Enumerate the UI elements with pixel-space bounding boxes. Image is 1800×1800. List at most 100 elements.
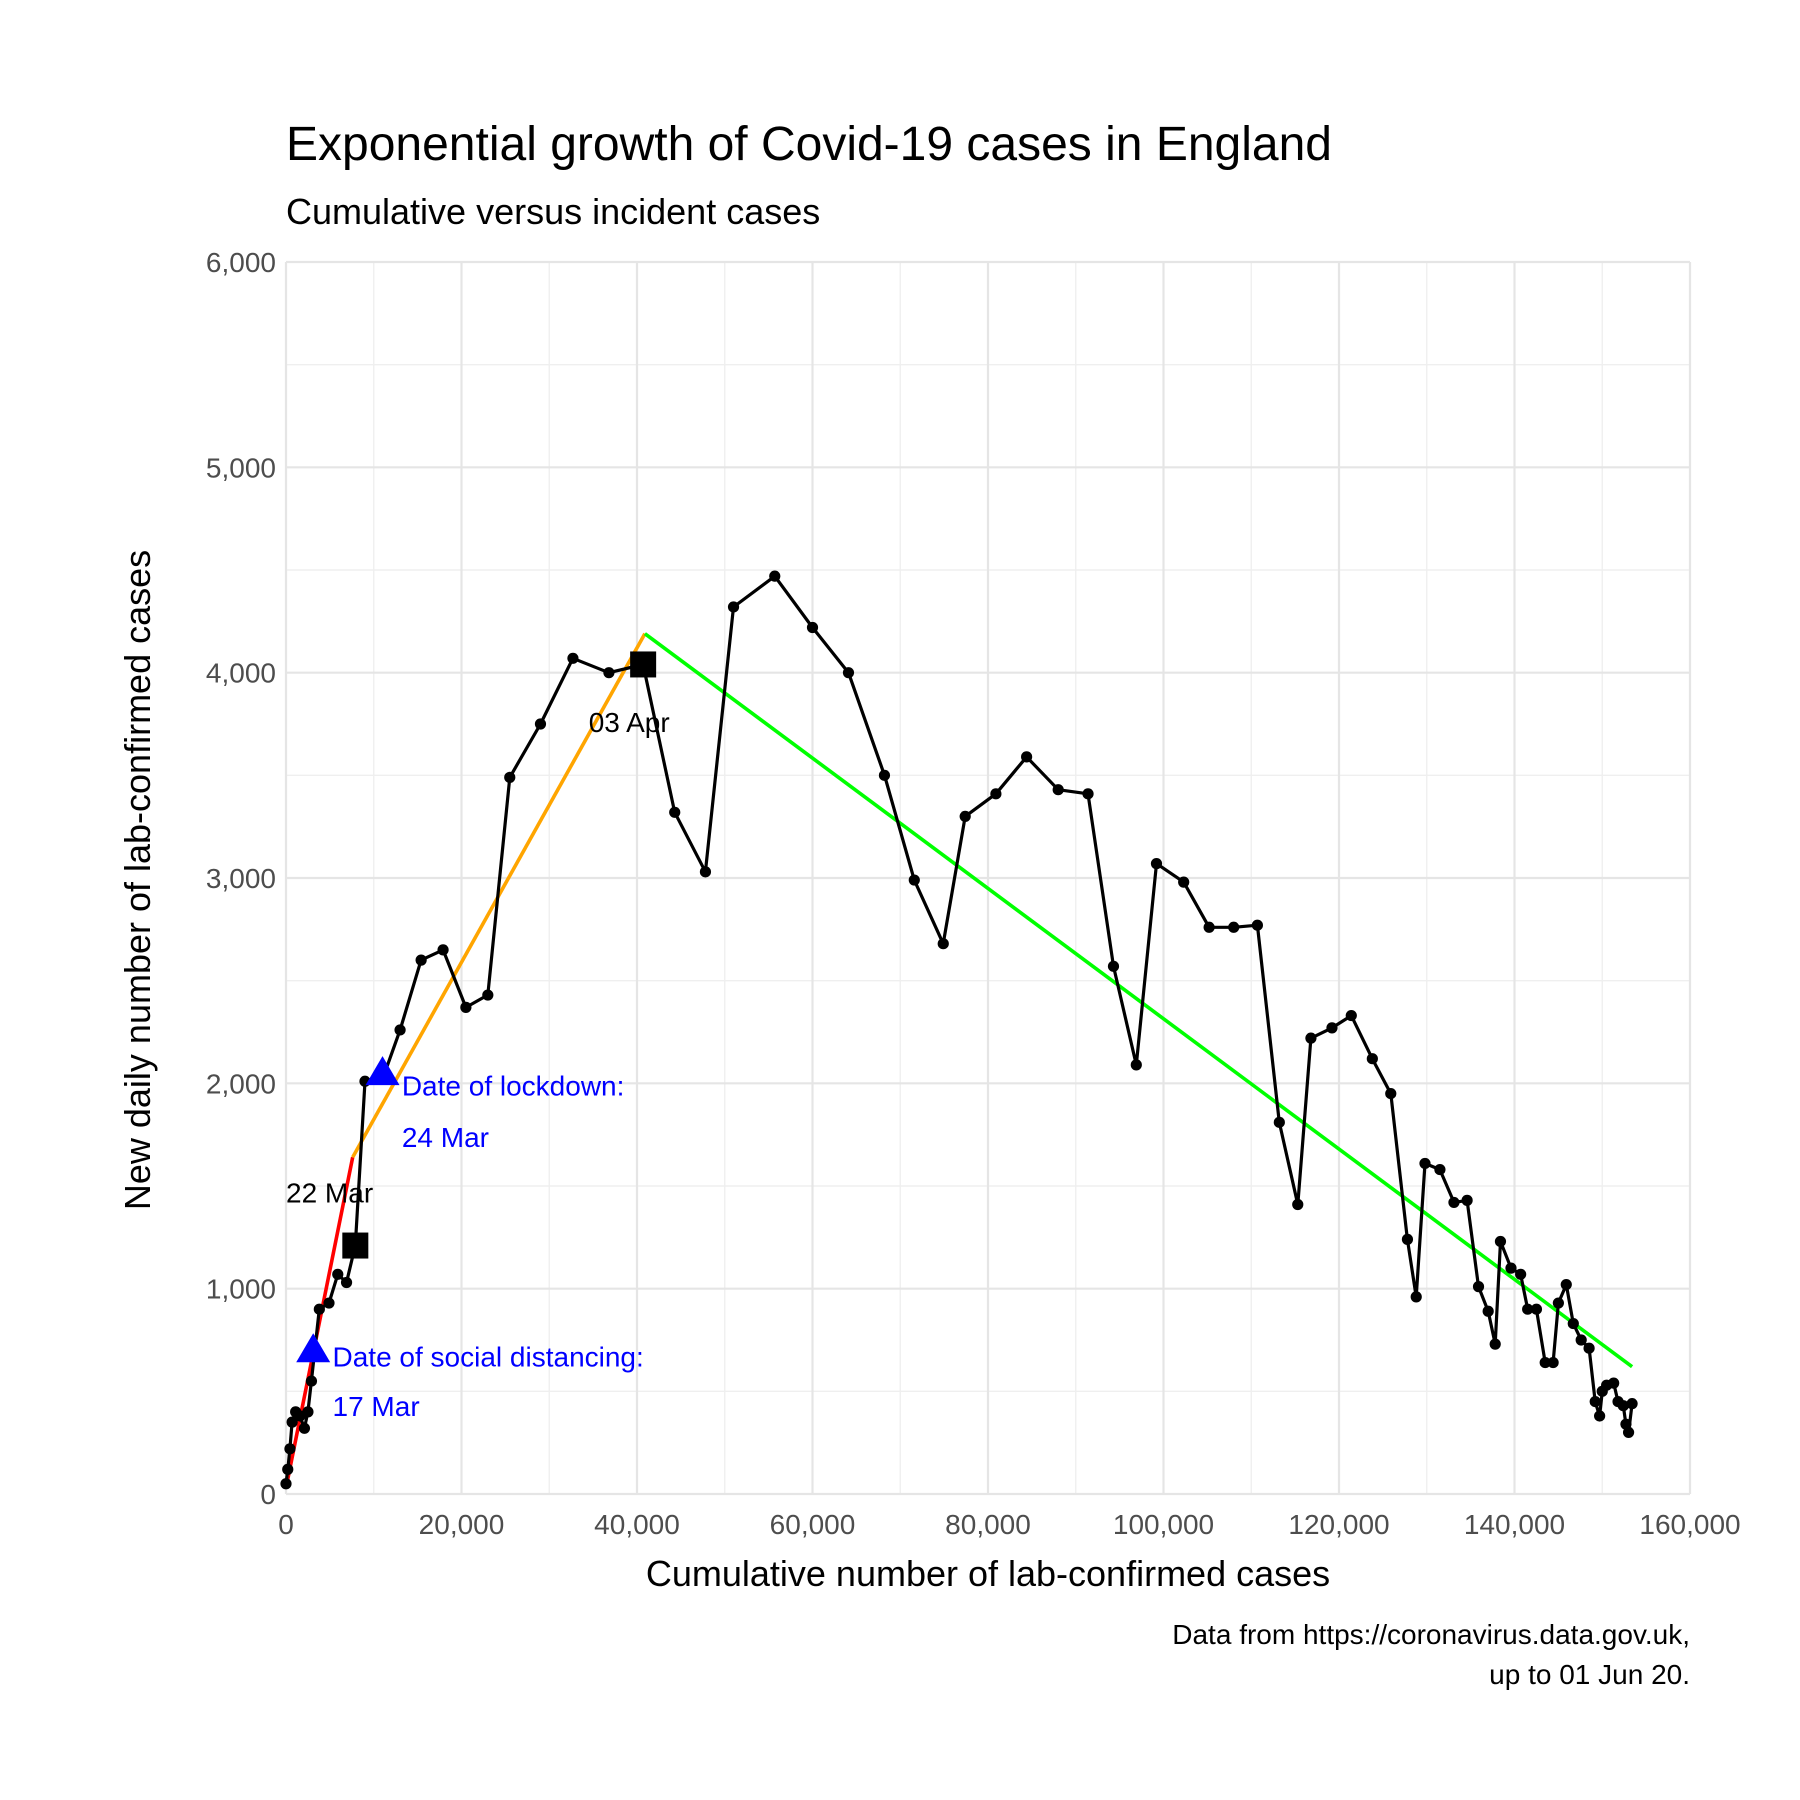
y-tick-label: 3,000 bbox=[206, 863, 276, 894]
data-point bbox=[1505, 1262, 1517, 1274]
data-point bbox=[1560, 1278, 1572, 1291]
y-tick-label: 0 bbox=[260, 1479, 276, 1510]
data-point bbox=[1345, 1009, 1357, 1022]
chart-title: Exponential growth of Covid-19 cases in … bbox=[286, 118, 1332, 171]
data-point bbox=[1251, 919, 1263, 931]
data-point bbox=[1292, 1198, 1304, 1211]
data-point bbox=[1273, 1116, 1285, 1128]
data-point bbox=[1052, 784, 1064, 796]
triangle-marker bbox=[296, 1333, 331, 1363]
data-point bbox=[1494, 1235, 1507, 1248]
data-point bbox=[534, 718, 547, 730]
data-point bbox=[1622, 1426, 1635, 1438]
x-tick-label: 60,000 bbox=[770, 1509, 856, 1540]
data-point bbox=[302, 1406, 314, 1418]
data-point bbox=[1366, 1053, 1378, 1065]
y-tick-label: 6,000 bbox=[206, 247, 276, 278]
data-point bbox=[1575, 1334, 1587, 1346]
data-point bbox=[1547, 1356, 1559, 1369]
data-point bbox=[1326, 1022, 1338, 1034]
data-point bbox=[1150, 858, 1163, 870]
x-tick-label: 0 bbox=[278, 1509, 294, 1540]
x-tick-label: 140,000 bbox=[1464, 1509, 1565, 1540]
data-point bbox=[482, 989, 494, 1001]
data-point bbox=[460, 1001, 472, 1013]
data-point bbox=[603, 667, 615, 679]
data-point bbox=[1178, 876, 1190, 888]
data-point bbox=[1385, 1088, 1397, 1100]
data-point bbox=[669, 806, 681, 818]
annotation-label: 22 Mar bbox=[286, 1177, 373, 1208]
data-point bbox=[504, 771, 516, 783]
data-point bbox=[1419, 1157, 1431, 1170]
data-point bbox=[1530, 1303, 1543, 1315]
x-tick-label: 40,000 bbox=[594, 1509, 680, 1540]
data-point bbox=[1228, 921, 1240, 933]
data-point bbox=[437, 944, 449, 956]
caption-line-1: Data from https://coronavirus.data.gov.u… bbox=[1172, 1619, 1690, 1650]
data-point bbox=[1472, 1281, 1485, 1293]
triangle-marker bbox=[365, 1056, 400, 1086]
square-marker bbox=[342, 1232, 369, 1259]
data-point bbox=[415, 954, 427, 966]
annotation-label: 17 Mar bbox=[333, 1391, 420, 1422]
x-tick-label: 160,000 bbox=[1639, 1509, 1740, 1540]
x-tick-label: 80,000 bbox=[945, 1509, 1031, 1540]
annotation-label: Date of lockdown: bbox=[402, 1071, 625, 1102]
fit-line bbox=[643, 632, 1634, 1369]
annotation-label: Date of social distancing: bbox=[333, 1342, 644, 1373]
data-point bbox=[567, 652, 579, 664]
x-axis-ticks: 0 20,000 40,000 60,000 80,000 100,000 120,000 1… bbox=[278, 1509, 1740, 1540]
data-point bbox=[1305, 1032, 1317, 1044]
data-point bbox=[1608, 1377, 1620, 1389]
y-axis-ticks: 0 1,000 2,000 3,000 4,000 5,000 6,000 bbox=[206, 247, 276, 1510]
data-point bbox=[323, 1297, 335, 1309]
data-point bbox=[1107, 960, 1120, 972]
data-point bbox=[1539, 1356, 1551, 1369]
y-tick-label: 1,000 bbox=[206, 1274, 276, 1305]
data-point bbox=[394, 1024, 406, 1036]
data-point bbox=[806, 621, 819, 634]
data-point bbox=[305, 1375, 318, 1387]
grid bbox=[284, 260, 1692, 1496]
data-point bbox=[280, 1478, 292, 1490]
data-series bbox=[280, 570, 1638, 1490]
annotation-label: 03 Apr bbox=[589, 707, 670, 738]
square-marker bbox=[630, 651, 657, 678]
data-point bbox=[1626, 1398, 1638, 1410]
data-point bbox=[1448, 1196, 1460, 1209]
data-point bbox=[1130, 1059, 1142, 1071]
data-point bbox=[1203, 921, 1215, 933]
data-point bbox=[959, 810, 971, 823]
data-point bbox=[1461, 1194, 1473, 1206]
data-point bbox=[1552, 1297, 1564, 1309]
data-point bbox=[1489, 1338, 1501, 1350]
data-point bbox=[1482, 1305, 1494, 1317]
data-point bbox=[1082, 788, 1094, 800]
data-point bbox=[332, 1268, 344, 1280]
data-point bbox=[769, 570, 781, 582]
data-point bbox=[990, 788, 1002, 800]
data-point bbox=[1522, 1303, 1534, 1315]
data-point bbox=[842, 667, 855, 679]
data-point bbox=[937, 938, 949, 950]
x-tick-label: 100,000 bbox=[1113, 1509, 1214, 1540]
x-tick-label: 20,000 bbox=[419, 1509, 505, 1540]
data-point bbox=[313, 1303, 325, 1315]
data-point bbox=[1021, 751, 1033, 763]
x-tick-label: 120,000 bbox=[1288, 1509, 1389, 1540]
caption-line-2: up to 01 Jun 20. bbox=[1489, 1659, 1690, 1690]
data-point bbox=[284, 1443, 296, 1455]
markers bbox=[296, 651, 657, 1363]
y-tick-label: 5,000 bbox=[206, 452, 276, 483]
data-point bbox=[908, 874, 920, 886]
data-point bbox=[1567, 1317, 1579, 1330]
chart-subtitle: Cumulative versus incident cases bbox=[286, 191, 820, 232]
data-point bbox=[1515, 1268, 1527, 1280]
data-point bbox=[878, 769, 891, 781]
data-point bbox=[1410, 1291, 1422, 1303]
data-point bbox=[699, 866, 712, 878]
y-axis-title: New daily number of lab-confirmed cases bbox=[117, 550, 158, 1210]
annotation-label: 24 Mar bbox=[402, 1122, 489, 1153]
